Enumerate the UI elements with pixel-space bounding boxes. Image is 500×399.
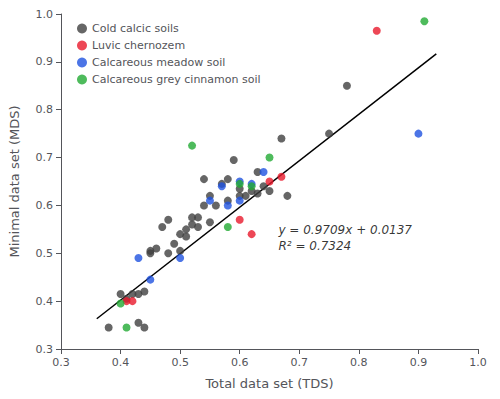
svg-text:0.7: 0.7 <box>36 151 54 164</box>
svg-text:0.5: 0.5 <box>36 247 54 260</box>
svg-text:0.7: 0.7 <box>291 356 309 369</box>
svg-text:0.3: 0.3 <box>52 356 70 369</box>
svg-text:0.9: 0.9 <box>410 356 428 369</box>
svg-text:0.4: 0.4 <box>112 356 130 369</box>
svg-text:1.0: 1.0 <box>469 356 487 369</box>
svg-text:0.8: 0.8 <box>36 103 54 116</box>
svg-text:0.5: 0.5 <box>171 356 189 369</box>
svg-text:y = 0.9709x + 0.0137: y = 0.9709x + 0.0137 <box>277 223 412 237</box>
svg-text:0.9: 0.9 <box>36 55 54 68</box>
svg-text:1.0: 1.0 <box>36 8 54 21</box>
svg-text:Calcareous meadow soil: Calcareous meadow soil <box>92 56 225 69</box>
svg-text:0.8: 0.8 <box>350 356 368 369</box>
svg-text:0.3: 0.3 <box>36 343 54 356</box>
svg-text:0.6: 0.6 <box>231 356 249 369</box>
svg-text:Luvic chernozem: Luvic chernozem <box>92 39 185 52</box>
svg-text:R² = 0.7324: R² = 0.7324 <box>278 239 351 253</box>
svg-text:Calcareous grey cinnamon soil: Calcareous grey cinnamon soil <box>92 73 261 86</box>
svg-text:0.4: 0.4 <box>36 295 54 308</box>
svg-text:Total data set (TDS): Total data set (TDS) <box>204 376 333 391</box>
svg-text:Minimal data set (MDS): Minimal data set (MDS) <box>7 105 22 257</box>
svg-text:0.6: 0.6 <box>36 199 54 212</box>
svg-text:Cold calcic soils: Cold calcic soils <box>92 22 179 35</box>
